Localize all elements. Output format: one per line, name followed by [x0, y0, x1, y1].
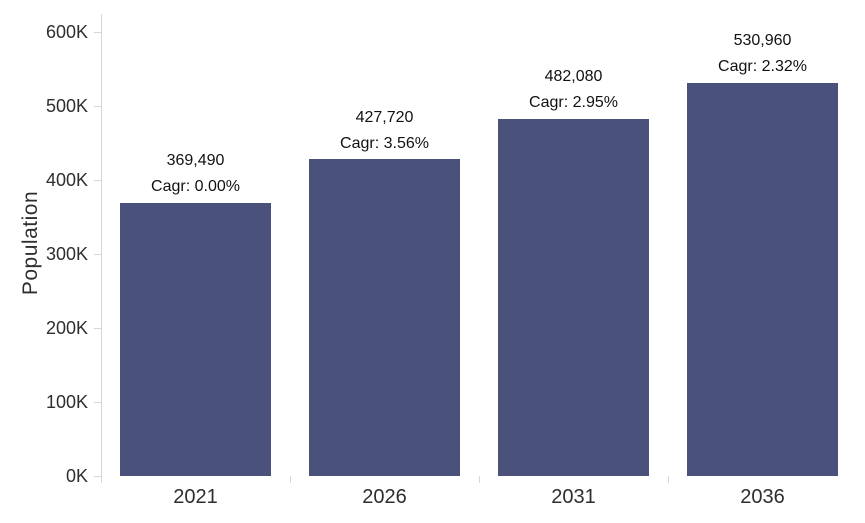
bar-2026 [309, 159, 460, 476]
bar-cagr-label: Cagr: 0.00% [151, 177, 240, 195]
y-tick-label: 200K [45, 318, 88, 338]
bar-2031 [498, 119, 649, 476]
y-tick-mark [94, 31, 101, 33]
bar-value-label: 530,960 [733, 32, 792, 50]
bar-cagr-label: Cagr: 3.56% [340, 134, 429, 152]
y-tick-label: 500K [45, 96, 88, 116]
bar-2021 [120, 202, 271, 476]
y-tick-label: 600K [45, 22, 88, 42]
bar-2036 [687, 83, 838, 476]
y-tick-mark [94, 179, 101, 181]
y-tick-mark [94, 327, 101, 329]
x-tick-label: 2026 [362, 486, 407, 508]
bar-label-block: 530,960 Cagr: 2.32% [668, 28, 857, 80]
bar-label-block: 369,490 Cagr: 0.00% [101, 148, 290, 200]
bar-label-block: 427,720 Cagr: 3.56% [290, 105, 479, 157]
y-tick-label: 0K [65, 466, 88, 486]
y-axis-title: Population [19, 190, 42, 296]
bar-value-label: 369,490 [166, 151, 225, 169]
y-axis-line [101, 14, 102, 483]
bar-value-label: 482,080 [544, 68, 603, 86]
y-tick-mark [94, 401, 101, 403]
bar-cagr-label: Cagr: 2.95% [529, 94, 618, 112]
bar-cagr-label: Cagr: 2.32% [718, 58, 807, 76]
y-tick-label: 400K [45, 170, 88, 190]
x-tick-label: 2036 [740, 486, 785, 508]
y-tick-mark [94, 475, 101, 477]
y-tick-label: 300K [45, 244, 88, 264]
x-boundary-tick [668, 476, 669, 483]
x-tick-label: 2021 [173, 486, 218, 508]
y-tick-mark [94, 105, 101, 107]
bar-label-block: 482,080 Cagr: 2.95% [479, 64, 668, 116]
y-tick-mark [94, 253, 101, 255]
x-boundary-tick [290, 476, 291, 483]
x-tick-label: 2031 [551, 486, 596, 508]
y-tick-label: 100K [45, 392, 88, 412]
bar-value-label: 427,720 [355, 108, 414, 126]
x-boundary-tick [479, 476, 480, 483]
